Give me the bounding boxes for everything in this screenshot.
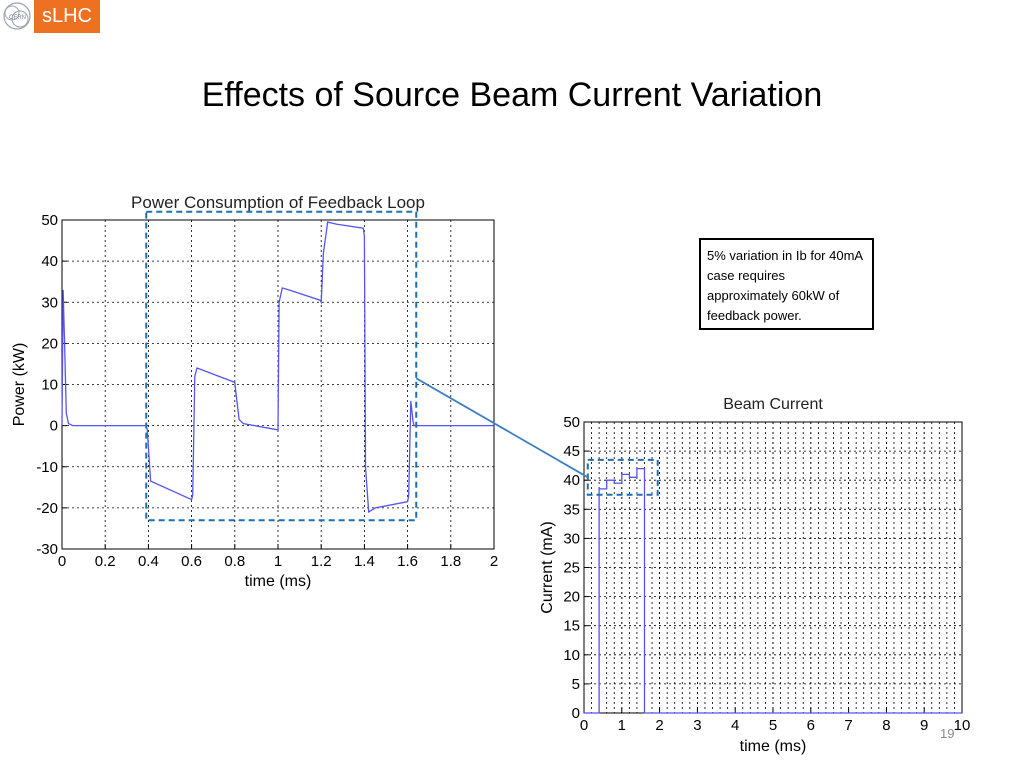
y-tick-label: 40	[41, 253, 58, 270]
x-tick-label: 0.8	[224, 553, 245, 570]
x-tick-label: 6	[807, 717, 815, 734]
series-line-1	[584, 467, 962, 714]
x-tick-label: 5	[769, 717, 777, 734]
y-tick-label: 10	[563, 647, 580, 664]
x-tick-label: 2	[490, 553, 498, 570]
slhc-logo-label: sLHC	[34, 0, 100, 33]
x-tick-label: 0.6	[181, 553, 202, 570]
y-tick-label: -10	[36, 459, 58, 476]
x-tick-label: 0	[580, 717, 588, 734]
chart-title: Beam Current	[723, 396, 823, 413]
cern-slhc-logo: CERN sLHC	[0, 0, 100, 33]
y-tick-label: 40	[563, 472, 580, 489]
x-tick-label: 1	[618, 717, 626, 734]
y-tick-label: 35	[563, 501, 580, 518]
x-tick-label: 8	[882, 717, 890, 734]
y-tick-label: 0	[50, 418, 58, 435]
x-tick-label: 0	[58, 553, 66, 570]
chart-title: Power Consumption of Feedback Loop	[131, 193, 425, 212]
y-tick-label: -30	[36, 541, 58, 558]
highlight-box	[145, 210, 418, 522]
x-tick-label: 4	[731, 717, 739, 734]
y-tick-label: 20	[41, 335, 58, 352]
y-tick-label: 5	[572, 676, 580, 693]
x-tick-label: 0.4	[138, 553, 159, 570]
x-tick-label: 1.8	[440, 553, 461, 570]
series-line-1	[61, 221, 494, 514]
y-tick-label: 50	[41, 212, 58, 229]
cern-emblem-label: CERN	[9, 15, 26, 21]
y-tick-label: 50	[563, 414, 580, 431]
x-tick-label: 1	[274, 553, 282, 570]
x-tick-label: 9	[920, 717, 928, 734]
connector-line	[415, 377, 589, 479]
y-tick-label: -20	[36, 500, 58, 517]
y-axis-label: Current (mA)	[539, 521, 556, 613]
y-tick-label: 25	[563, 560, 580, 577]
y-axis-label: Power (kW)	[11, 343, 28, 427]
slide-number: 19	[940, 726, 955, 741]
x-tick-label: 0.2	[95, 553, 116, 570]
y-tick-label: 30	[41, 294, 58, 311]
y-tick-label: 0	[572, 705, 580, 722]
x-tick-label: 2	[655, 717, 663, 734]
x-tick-label: 1.4	[354, 553, 375, 570]
cern-emblem-icon: CERN	[3, 2, 31, 30]
slide-title: Effects of Source Beam Current Variation	[201, 76, 823, 114]
x-tick-label: 7	[844, 717, 852, 734]
y-tick-label: 30	[563, 530, 580, 547]
x-tick-label: 3	[693, 717, 701, 734]
x-tick-label: 1.2	[311, 553, 332, 570]
x-tick-label: 1.6	[397, 553, 418, 570]
annotation-note: 5% variation in Ib for 40mA case require…	[699, 238, 874, 330]
x-axis-label: time (ms)	[740, 738, 807, 755]
y-tick-label: 15	[563, 618, 580, 635]
x-tick-label: 10	[954, 717, 971, 734]
y-tick-label: 20	[563, 589, 580, 606]
chart-1: 0 0.2 0.4 0.6 0.8 1 1.2 1.4 1.6 1.8 2 -30 -20 -10 0 10 2…	[11, 193, 498, 590]
y-tick-label: 10	[41, 377, 58, 394]
x-axis-label: time (ms)	[245, 573, 312, 590]
y-tick-label: 45	[563, 443, 580, 460]
